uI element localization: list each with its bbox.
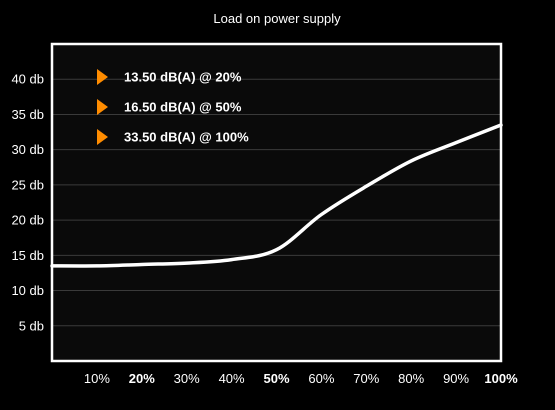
x-tick-label: 10% xyxy=(84,371,110,386)
x-tick-label: 80% xyxy=(398,371,424,386)
x-tick-label: 40% xyxy=(219,371,245,386)
y-tick-label: 35 db xyxy=(11,107,44,122)
y-tick-label: 25 db xyxy=(11,177,44,192)
x-tick-label: 50% xyxy=(263,371,289,386)
chart-title: Load on power supply xyxy=(213,11,341,26)
plot-background xyxy=(52,44,501,361)
y-tick-label: 10 db xyxy=(11,283,44,298)
x-tick-label: 60% xyxy=(308,371,334,386)
series-line xyxy=(50,123,503,268)
y-tick-label: 15 db xyxy=(11,248,44,263)
y-tick-label: 20 db xyxy=(11,213,44,228)
annotation-marker-icon xyxy=(97,129,108,145)
x-tick-label: 90% xyxy=(443,371,469,386)
x-tick-label: 70% xyxy=(353,371,379,386)
x-tick-label: 20% xyxy=(129,371,155,386)
annotation-label: 13.50 dB(A) @ 20% xyxy=(124,70,242,85)
x-tick-label: 30% xyxy=(174,371,200,386)
y-tick-label: 5 db xyxy=(19,318,44,333)
plot-frame xyxy=(50,42,503,363)
annotation-label: 33.50 dB(A) @ 100% xyxy=(124,130,249,145)
annotation-marker-icon xyxy=(97,69,108,85)
annotation-label: 16.50 dB(A) @ 50% xyxy=(124,100,242,115)
x-tick-label: 100% xyxy=(484,371,518,386)
y-tick-label: 30 db xyxy=(11,142,44,157)
y-tick-label: 40 db xyxy=(11,72,44,87)
annotation-marker-icon xyxy=(97,99,108,115)
